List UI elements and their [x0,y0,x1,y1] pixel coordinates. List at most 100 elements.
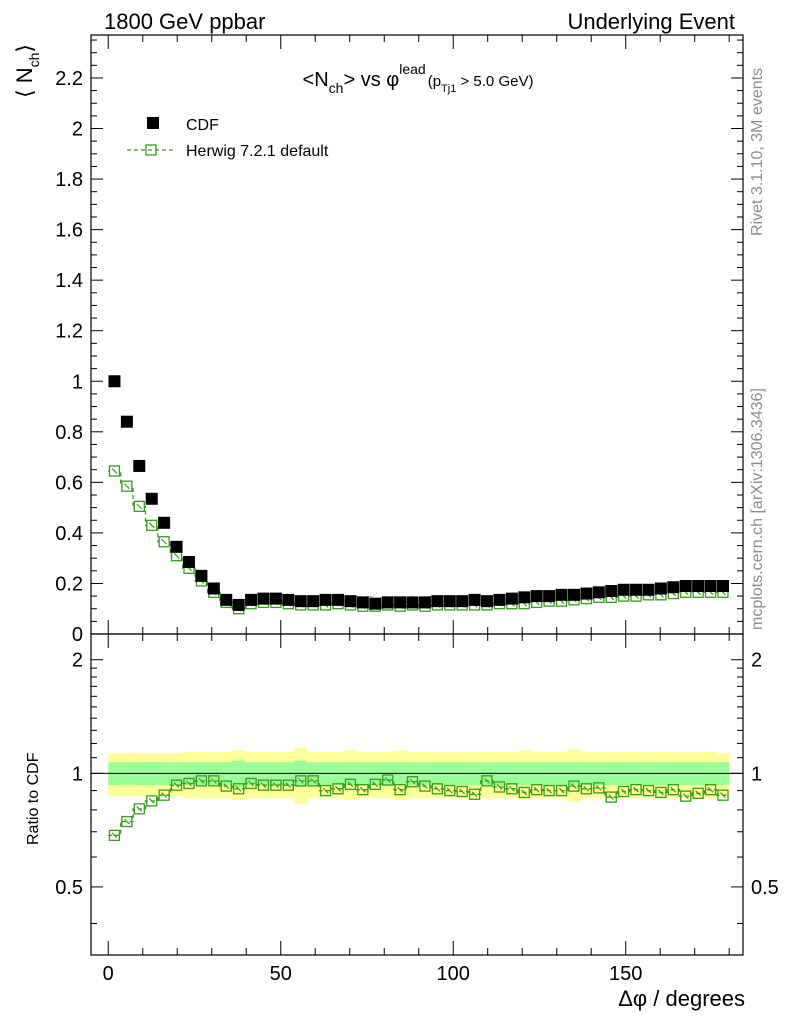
ratio-mc-point-bar [210,777,217,784]
ratio-mc-point [270,779,282,791]
ratio-mc-point-bar [384,777,391,783]
data-point [630,583,643,596]
ratio-mc-point-bar [571,783,577,790]
ratio-mc-point [382,774,394,786]
data-point [580,587,593,600]
ratio-mc-point-bar [148,797,155,804]
data-point [356,596,369,609]
ratio-mc-point [332,783,344,795]
data-point [617,583,630,596]
ratio-mc-point-bar [508,785,515,792]
data-point [170,540,183,553]
mc-point-bar [173,552,180,559]
data-point [307,595,320,608]
ratio-mc-point-bar [198,777,205,784]
mc-point-bar [148,522,155,529]
data-point [406,596,419,609]
mc-point-bar [161,538,168,545]
ratio-mc-point [307,775,319,787]
y-tick-label: 1 [72,371,83,393]
plot-title: <Nch> vs φlead(pTj1 > 5.0 GeV) [303,61,534,96]
data-point [642,583,655,596]
data-point [654,582,667,595]
mc-point-bar [111,468,118,474]
ratio-mc-point [121,815,133,828]
data-point [493,593,506,606]
ratio-mc-point [158,789,170,801]
ratio-y-tick-label-right: 2 [751,650,762,672]
data-point [431,595,444,608]
ratio-mc-point [555,784,568,797]
y-tick-label: 1.4 [55,270,83,292]
x-tick-label: 0 [103,963,114,985]
ratio-mc-point [667,784,679,796]
ratio-mc-point-bar [720,792,726,799]
ratio-mc-point-bar [409,778,416,785]
ratio-mc-point [394,784,406,796]
rivet-version-label: Rivet 3.1.10, 3M events [749,68,766,236]
ratio-mc-point [208,775,220,787]
ratio-mc-point [617,785,630,798]
ratio-mc-point [543,784,555,797]
ratio-mc-point [630,784,642,796]
ratio-mc-point-bar [161,792,168,799]
title-cut-sub: Tj1 [441,83,456,95]
ratio-mc-point [220,780,232,792]
ratio-mc-point [170,779,183,791]
data-point [543,590,556,603]
title-cut-open: (p [428,73,441,90]
y-tick-label: 0.2 [55,573,83,595]
ratio-mc-point-bar [446,787,453,794]
data-point [120,415,133,428]
ratio-mc-point [357,784,369,796]
ratio-mc-point-bar [496,784,503,790]
ratio-mc-point [717,789,729,801]
ylabel-close: ⟩ [12,44,37,53]
data-point [195,569,208,582]
title-lhs-sub: ch [329,80,344,96]
data-point [108,375,121,388]
data-point [605,585,618,598]
data-point [481,595,494,608]
title-lhs: <N [303,69,329,91]
ratio-mc-point-bar [459,788,466,795]
title-cut-close: > 5.0 GeV) [456,73,533,90]
y-tick-label: 1.2 [55,321,83,343]
ratio-mc-point [183,777,195,790]
ratio-mc-layer [108,774,730,841]
ratio-y-tick-label-left: 0.5 [55,877,83,899]
ratio-mc-point-bar [186,780,192,787]
data-point [133,459,146,472]
legend-cdf-marker [147,117,159,129]
title-mid: > vs φ [343,69,399,91]
ratio-mc-point [257,779,270,791]
ratio-mc-point-bar [583,785,590,792]
ratio-mc-point-bar [285,782,292,789]
ratio-mc-point [692,787,704,799]
ratio-mc-point-bar [471,791,478,798]
data-point [704,579,717,592]
lower-y-axis-label: Ratio to CDF [25,752,42,845]
data-point [505,592,518,605]
ratio-mc-point-bar [397,786,404,793]
ratio-mc-point-bar [173,782,180,789]
ratio-mc-point [245,777,257,790]
data-point [257,592,270,605]
ratio-mc-point [195,775,208,787]
mcplots-credit-label: mcplots.cern.ch [arXiv:1306.3436] [749,388,766,630]
ratio-mc-point-bar [123,818,130,825]
data-point [443,595,456,608]
ratio-mc-line [108,779,730,836]
ratio-mc-point-bar [595,784,602,791]
data-point [692,579,705,592]
ratio-mc-point [108,829,121,841]
y-tick-label: 2.2 [55,68,83,90]
ratio-mc-point-bar [347,781,354,788]
data-point [592,586,605,599]
ratio-mc-point [232,783,245,795]
data-point [394,596,407,609]
ratio-mc-point [518,786,530,799]
header-energy-label: 1800 GeV ppbar [104,9,265,34]
ratio-mc-point-bar [136,805,143,812]
legend: CDF Herwig 7.2.1 default [127,117,329,160]
